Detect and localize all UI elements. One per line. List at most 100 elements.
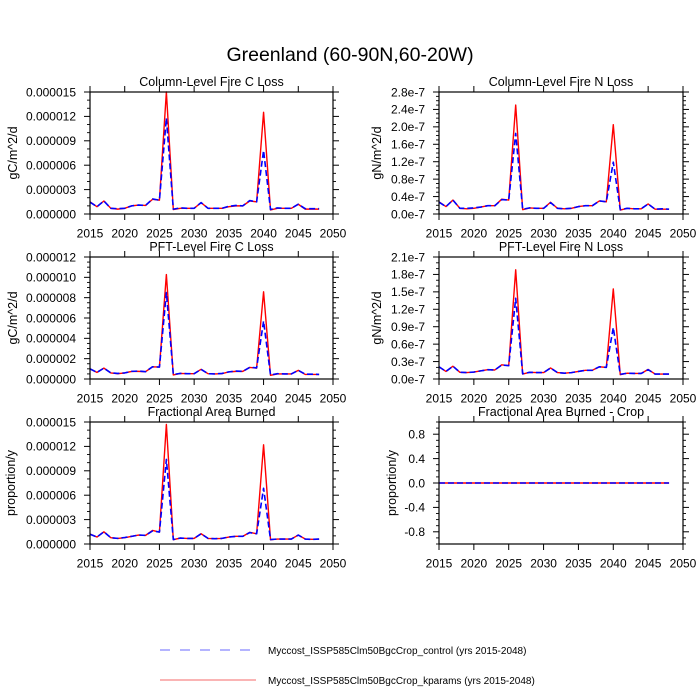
x-tick-label: 2020 (461, 557, 488, 571)
y-tick-label: 0.0e-7 (391, 207, 425, 221)
x-tick-label: 2015 (426, 392, 453, 406)
series-line-control (439, 132, 670, 211)
y-tick-label: 0.000004 (26, 332, 76, 346)
x-tick-label: 2040 (250, 227, 277, 241)
legend-label-control: Myccost_ISSP585Clm50BgcCrop_control (yrs… (268, 646, 526, 657)
y-tick-label: 0.000012 (26, 110, 76, 124)
y-tick-label: 0.000003 (26, 183, 76, 197)
y-tick-label: 0.4 (408, 452, 425, 466)
series-group (439, 269, 670, 376)
legend: Myccost_ISSP585Clm50BgcCrop_control (yrs… (160, 646, 535, 687)
plot-frame (438, 256, 684, 380)
panels: 2015 2020 2025 2030 2035 2040 2045 2050 0.000000… (4, 75, 697, 571)
x-tick-label: 2030 (181, 392, 208, 406)
x-tick-label: 2040 (600, 227, 627, 241)
x-tick-label: 2045 (285, 392, 312, 406)
y-axis-label: gC/m^2/d (6, 291, 20, 344)
x-tick-label: 2050 (320, 227, 347, 241)
y-tick-label: 0.000006 (26, 311, 76, 325)
x-tick-label: 2020 (461, 227, 488, 241)
panel-title: PFT-Level Fire N Loss (499, 240, 623, 254)
x-tick-label: 2025 (146, 557, 173, 571)
y-axis-label: proportion/y (4, 449, 18, 516)
x-tick-label: 2045 (285, 227, 312, 241)
y-tick-label: -0.8 (404, 525, 425, 539)
series-group (90, 273, 320, 377)
x-tick-label: 2050 (320, 557, 347, 571)
chart-panel-1: 2015 2020 2025 2030 2035 2040 2045 2050 0.000000… (6, 75, 347, 241)
x-tick-label: 2025 (146, 392, 173, 406)
chart-panel-4: 2015 2020 2025 2030 2035 2040 2045 2050 0.0e-7 0.… (370, 240, 697, 406)
series-group (90, 423, 320, 541)
y-tick-label: 0.000012 (26, 440, 76, 454)
x-tick-label: 2050 (670, 392, 697, 406)
y-tick-label: 0.4e-7 (391, 190, 425, 204)
x-tick-label: 2030 (181, 227, 208, 241)
x-tick-label: 2025 (146, 227, 173, 241)
x-tick-label: 2020 (111, 392, 138, 406)
panel-title: Column-Level Fire C Loss (139, 75, 284, 89)
y-tick-label: 0.6e-7 (391, 337, 425, 351)
x-tick-label: 2015 (426, 557, 453, 571)
x-tick-label: 2020 (461, 392, 488, 406)
x-tick-label: 2050 (670, 557, 697, 571)
y-tick-label: 0.000015 (26, 415, 76, 429)
x-tick-label: 2015 (426, 227, 453, 241)
panel-title: Column-Level Fire N Loss (489, 75, 634, 89)
y-tick-label: 0.8 (408, 428, 425, 442)
chart-panel-6: 2015 2020 2025 2030 2035 2040 2045 2050 -0.8 -0.4… (385, 405, 697, 571)
y-axis-label: proportion/y (385, 449, 399, 516)
x-tick-label: 2045 (635, 392, 662, 406)
x-tick-label: 2030 (530, 392, 557, 406)
x-tick-label: 2015 (77, 392, 104, 406)
y-tick-label: 2.4e-7 (391, 103, 425, 117)
x-tick-label: 2035 (216, 227, 243, 241)
series-line-control (439, 297, 670, 376)
x-tick-label: 2015 (77, 227, 104, 241)
y-tick-label: 0.000015 (26, 85, 76, 99)
series-line-control (90, 117, 320, 211)
x-tick-label: 2035 (565, 227, 592, 241)
y-tick-label: 0.3e-7 (391, 355, 425, 369)
legend-label-kparams: Myccost_ISSP585Clm50BgcCrop_kparams (yrs… (268, 676, 535, 687)
y-tick-label: 0.000006 (26, 489, 76, 503)
y-tick-label: 2.1e-7 (391, 250, 425, 264)
y-tick-label: 0.000000 (26, 537, 76, 551)
y-tick-label: 0.9e-7 (391, 320, 425, 334)
y-tick-label: 0.000000 (26, 207, 76, 221)
series-group (439, 104, 670, 211)
x-tick-label: 2050 (670, 227, 697, 241)
x-tick-label: 2040 (600, 557, 627, 571)
x-tick-label: 2030 (530, 557, 557, 571)
y-tick-label: 1.8e-7 (391, 268, 425, 282)
x-tick-label: 2035 (216, 392, 243, 406)
x-tick-label: 2030 (181, 557, 208, 571)
x-tick-label: 2045 (635, 557, 662, 571)
series-line-control (90, 291, 320, 376)
chart-panel-3: 2015 2020 2025 2030 2035 2040 2045 2050 0.000000… (6, 240, 347, 406)
x-tick-label: 2035 (565, 557, 592, 571)
y-tick-label: 1.5e-7 (391, 285, 425, 299)
x-tick-label: 2045 (285, 557, 312, 571)
y-axis-label: gN/m^2/d (370, 291, 384, 344)
panel-title: Fractional Area Burned - Crop (478, 405, 644, 419)
x-tick-label: 2040 (600, 392, 627, 406)
plot-frame (89, 91, 334, 215)
x-tick-label: 2050 (320, 392, 347, 406)
y-tick-label: 1.6e-7 (391, 138, 425, 152)
y-tick-label: 2.0e-7 (391, 120, 425, 134)
x-tick-label: 2020 (111, 227, 138, 241)
y-tick-label: 0.8e-7 (391, 172, 425, 186)
chart-panel-5: 2015 2020 2025 2030 2035 2040 2045 2050 0.000000… (4, 405, 347, 571)
main-title: Greenland (60-90N,60-20W) (226, 44, 473, 66)
x-tick-label: 2025 (495, 557, 522, 571)
y-tick-label: 0.0 (408, 476, 425, 490)
y-tick-label: 0.000010 (26, 271, 76, 285)
x-tick-label: 2025 (495, 392, 522, 406)
x-tick-label: 2040 (250, 392, 277, 406)
y-tick-label: 0.000003 (26, 513, 76, 527)
series-group (90, 91, 320, 211)
y-tick-label: 0.000002 (26, 352, 76, 366)
